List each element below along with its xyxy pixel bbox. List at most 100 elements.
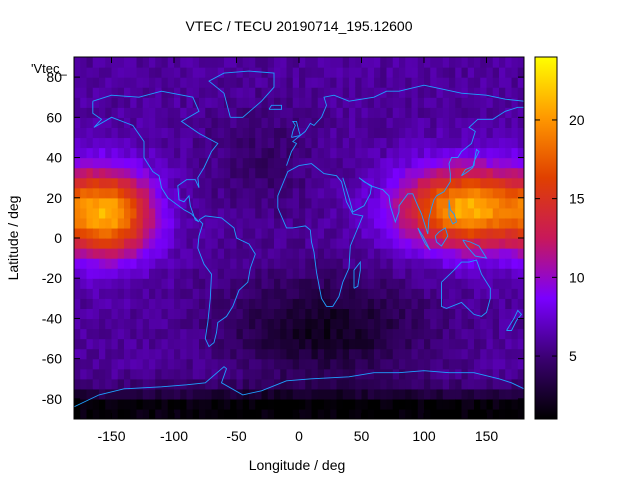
- heatmap-cell: [136, 137, 144, 149]
- heatmap-cell: [311, 117, 319, 128]
- heatmap-cell: [124, 248, 131, 259]
- heatmap-cell: [317, 207, 325, 219]
- heatmap-cell: [374, 177, 381, 189]
- heatmap-cell: [405, 77, 413, 88]
- heatmap-cell: [211, 288, 219, 299]
- heatmap-cell: [305, 348, 313, 360]
- heatmap-cell: [192, 57, 200, 68]
- heatmap-cell: [417, 318, 425, 330]
- heatmap-cell: [492, 268, 500, 279]
- heatmap-cell: [330, 398, 338, 410]
- heatmap-cell: [349, 318, 356, 330]
- heatmap-cell: [367, 338, 375, 350]
- heatmap-cell: [224, 378, 231, 390]
- heatmap-cell: [230, 308, 238, 320]
- heatmap-cell: [117, 338, 125, 350]
- heatmap-cell: [280, 217, 288, 229]
- heatmap-cell: [236, 248, 244, 259]
- heatmap-cell: [367, 217, 375, 229]
- heatmap-cell: [474, 207, 481, 219]
- heatmap-cell: [92, 57, 100, 68]
- heatmap-cell: [180, 57, 188, 68]
- heatmap-cell: [192, 217, 200, 229]
- heatmap-cell: [111, 77, 119, 88]
- heatmap-cell: [380, 117, 388, 128]
- heatmap-cell: [480, 147, 488, 159]
- heatmap-cell: [111, 368, 119, 380]
- heatmap-cell: [174, 298, 181, 309]
- heatmap-cell: [511, 137, 519, 149]
- heatmap-cell: [105, 217, 113, 229]
- heatmap-cell: [299, 308, 306, 320]
- heatmap-cell: [424, 338, 431, 350]
- heatmap-cell: [286, 268, 294, 279]
- heatmap-cell: [117, 398, 125, 410]
- heatmap-cell: [324, 167, 331, 179]
- heatmap-cell: [311, 177, 319, 189]
- heatmap-cell: [361, 278, 369, 289]
- heatmap-cell: [367, 388, 375, 400]
- heatmap-cell: [386, 288, 394, 299]
- heatmap-cell: [255, 177, 263, 189]
- heatmap-cell: [367, 308, 375, 320]
- heatmap-cell: [280, 67, 288, 78]
- heatmap-cell: [361, 87, 369, 98]
- heatmap-cell: [199, 117, 206, 128]
- heatmap-cell: [261, 318, 269, 330]
- heatmap-cell: [311, 378, 319, 390]
- heatmap-cell: [136, 227, 144, 239]
- heatmap-cell: [399, 348, 406, 360]
- chart-title: VTEC / TECU 20190714_195.12600: [185, 18, 412, 34]
- heatmap-cell: [199, 197, 206, 209]
- heatmap-cell: [399, 67, 406, 78]
- heatmap-cell: [492, 408, 500, 419]
- heatmap-cell: [117, 258, 125, 269]
- heatmap-cell: [330, 328, 338, 340]
- heatmap-cell: [411, 177, 419, 189]
- heatmap-cell: [130, 358, 138, 370]
- heatmap-cell: [436, 408, 444, 419]
- heatmap-cell: [274, 268, 281, 279]
- heatmap-cell: [499, 238, 506, 249]
- heatmap-cell: [142, 288, 150, 299]
- heatmap-cell: [399, 408, 406, 419]
- heatmap-cell: [342, 227, 350, 239]
- heatmap-cell: [367, 298, 375, 309]
- heatmap-cell: [236, 398, 244, 410]
- heatmap-cell: [86, 217, 94, 229]
- heatmap-cell: [317, 87, 325, 98]
- colorbar: [534, 56, 558, 420]
- heatmap-cell: [355, 127, 363, 139]
- heatmap-cell: [399, 378, 406, 390]
- heatmap-cell: [280, 348, 288, 360]
- x-tick-label: -50: [226, 428, 246, 444]
- heatmap-cell: [480, 288, 488, 299]
- heatmap-cell: [392, 258, 400, 269]
- heatmap-cell: [474, 67, 481, 78]
- heatmap-cell: [192, 157, 200, 169]
- heatmap-cell: [286, 157, 294, 169]
- heatmap-cell: [436, 308, 444, 320]
- heatmap-cell: [380, 157, 388, 169]
- heatmap-cell: [92, 408, 100, 419]
- heatmap-cell: [274, 398, 281, 410]
- heatmap-cell: [267, 167, 275, 179]
- heatmap-cell: [242, 157, 250, 169]
- heatmap-cell: [349, 97, 356, 108]
- heatmap-cell: [155, 248, 163, 259]
- heatmap-cell: [80, 348, 88, 360]
- heatmap-cell: [174, 167, 181, 179]
- heatmap-cell: [249, 398, 256, 410]
- heatmap-cell: [224, 308, 231, 320]
- heatmap-cell: [517, 207, 524, 219]
- heatmap-cell: [74, 57, 81, 68]
- heatmap-cell: [111, 348, 119, 360]
- heatmap-cell: [167, 368, 175, 380]
- heatmap-cell: [449, 177, 456, 189]
- heatmap-cell: [92, 77, 100, 88]
- heatmap-cell: [130, 248, 138, 259]
- heatmap-cell: [111, 57, 119, 68]
- heatmap-cell: [230, 368, 238, 380]
- heatmap-cell: [330, 57, 338, 68]
- heatmap-cell: [349, 308, 356, 320]
